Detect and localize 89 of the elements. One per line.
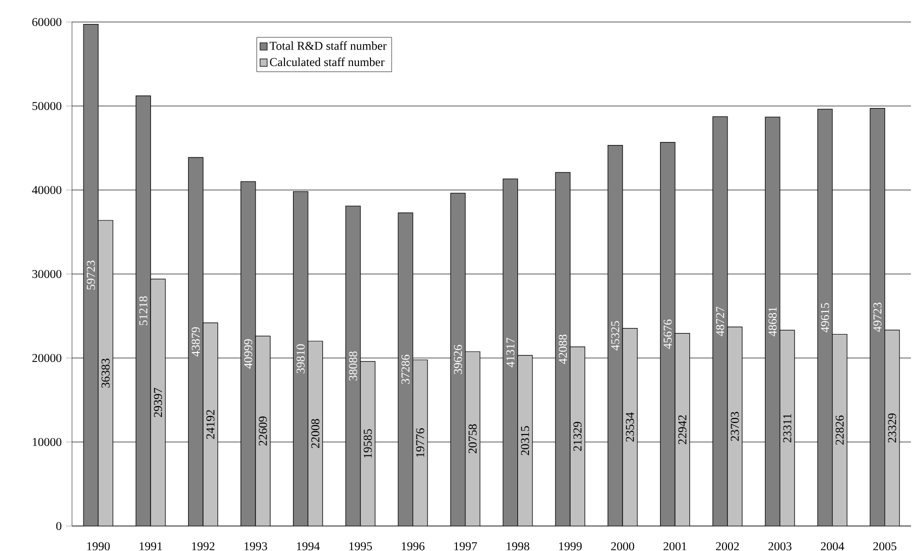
y-tick-label: 20000 [32,354,62,362]
data-label: 22609 [258,416,267,446]
x-tick-label: 1997 [454,542,477,550]
x-tick-label: 2001 [664,542,686,550]
data-label: 42088 [558,334,567,364]
data-label: 49615 [820,303,830,332]
y-tick-label: 0 [56,522,62,530]
bar [674,332,690,526]
bar [345,206,361,526]
x-tick-label: 2003 [768,542,792,550]
bar [712,116,728,526]
data-label: 19776 [416,428,424,457]
bar [188,157,204,526]
bar [608,144,623,526]
data-label: 37286 [401,354,410,384]
x-tick-label: 2005 [873,542,896,550]
data-label: 48681 [768,307,777,336]
data-label: 20758 [468,424,477,454]
data-label: 19585 [364,429,372,458]
x-tick-label: 1996 [402,542,424,550]
data-label: 23703 [730,412,739,441]
data-label: 20315 [521,426,530,456]
bar [464,351,480,526]
data-label: 39810 [296,344,305,374]
legend-label: Calculated staff number [270,58,384,66]
data-label: 29397 [154,388,162,417]
data-label: 51218 [139,296,148,326]
x-tick-label: 1992 [192,542,214,550]
bar [817,108,833,526]
y-tick-label: 60000 [32,18,62,26]
bar [412,360,428,526]
data-label: 59723 [86,260,95,290]
data-label: 23534 [626,412,634,442]
x-tick-label: 1999 [559,542,582,550]
y-tick-label: 50000 [32,102,62,110]
bar [308,340,323,526]
bar [360,361,376,526]
bar [255,336,271,526]
bar [502,178,518,526]
bar [517,355,533,526]
x-tick-label: 1991 [140,542,162,550]
data-label: 23311 [783,414,792,442]
bar [884,330,900,526]
bar [870,108,886,526]
x-tick-label: 1993 [244,542,268,550]
bar [398,212,414,526]
x-tick-label: 2000 [611,542,634,550]
data-label: 22008 [311,419,320,448]
legend-label: Total R&D staff number [270,41,387,50]
bar [570,346,586,526]
bar [83,24,99,526]
y-tick-label: 10000 [32,438,62,446]
bar [292,191,308,526]
x-tick-label: 1994 [297,542,320,550]
data-label: 22942 [678,415,686,444]
data-label: 41317 [506,338,514,368]
data-label: 22826 [836,415,844,445]
bar [622,328,638,526]
data-label: 23329 [888,414,896,442]
bar [764,116,780,526]
bar [780,330,795,526]
data-label: 36383 [102,358,110,388]
bar [450,192,466,526]
data-label: 21329 [573,422,582,451]
data-label: 43879 [192,327,200,356]
data-label: 38088 [349,351,358,380]
bar [660,142,676,526]
data-label: 39626 [454,344,462,374]
bar [202,322,218,526]
bar [240,181,256,526]
x-tick-label: 2002 [716,542,739,550]
x-tick-label: 1995 [349,542,372,550]
data-label: 24192 [206,410,214,439]
data-label: 40999 [244,339,252,369]
bar [555,172,570,526]
x-tick-label: 2004 [820,542,844,550]
bar [98,220,114,526]
data-label: 48727 [716,306,724,336]
y-tick-label: 30000 [32,270,62,278]
bar [832,334,848,526]
bar [136,95,151,526]
y-tick-label: 40000 [32,186,62,194]
data-label: 45325 [611,321,620,350]
x-tick-label: 1998 [506,542,530,550]
data-label: 49723 [873,302,882,332]
bar [727,326,742,526]
data-label: 45676 [664,320,672,349]
bar [150,278,166,526]
x-tick-label: 1990 [87,542,110,550]
